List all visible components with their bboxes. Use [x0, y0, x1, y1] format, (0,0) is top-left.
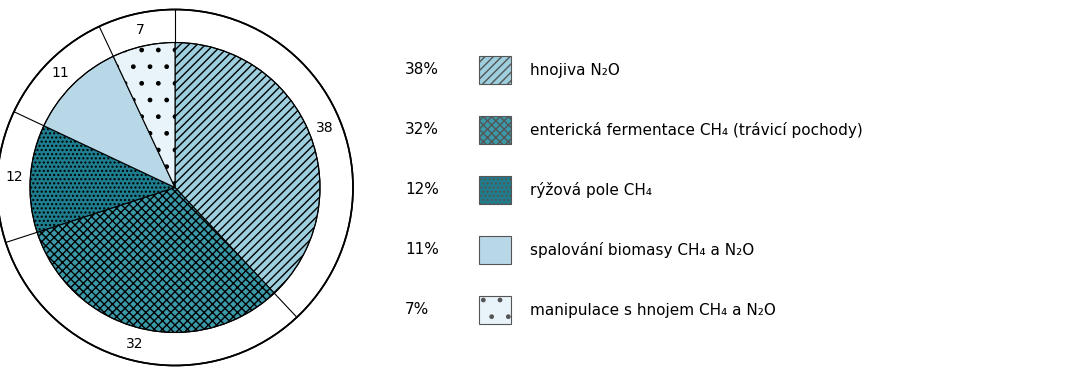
- Text: 12%: 12%: [406, 183, 439, 198]
- FancyBboxPatch shape: [479, 296, 511, 324]
- Text: 7%: 7%: [406, 303, 429, 318]
- Wedge shape: [113, 42, 175, 188]
- Text: 11%: 11%: [406, 243, 439, 258]
- Wedge shape: [175, 42, 320, 293]
- Text: 32: 32: [126, 337, 143, 351]
- Text: hnojiva N₂O: hnojiva N₂O: [530, 63, 620, 78]
- FancyBboxPatch shape: [479, 116, 511, 144]
- Text: 7: 7: [136, 23, 144, 37]
- FancyBboxPatch shape: [479, 56, 511, 84]
- Text: 11: 11: [52, 66, 70, 80]
- Text: 38: 38: [317, 121, 334, 135]
- Text: enterická fermentace CH₄ (trávicí pochody): enterická fermentace CH₄ (trávicí pochod…: [530, 122, 862, 138]
- Circle shape: [0, 9, 353, 366]
- FancyBboxPatch shape: [479, 176, 511, 204]
- Wedge shape: [37, 188, 274, 333]
- Text: 38%: 38%: [406, 63, 439, 78]
- Text: rýžová pole CH₄: rýžová pole CH₄: [530, 182, 652, 198]
- Text: manipulace s hnojem CH₄ a N₂O: manipulace s hnojem CH₄ a N₂O: [530, 303, 776, 318]
- FancyBboxPatch shape: [479, 236, 511, 264]
- Text: 12: 12: [5, 170, 22, 184]
- Text: spalování biomasy CH₄ a N₂O: spalování biomasy CH₄ a N₂O: [530, 242, 754, 258]
- Wedge shape: [30, 126, 175, 232]
- Text: 32%: 32%: [406, 123, 439, 138]
- Wedge shape: [44, 56, 175, 188]
